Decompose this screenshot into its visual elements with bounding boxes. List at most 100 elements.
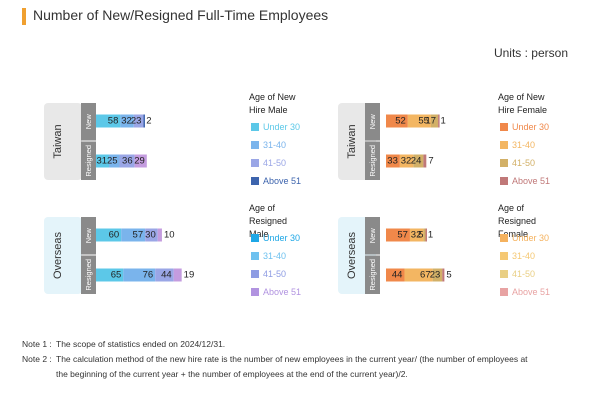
male-taiwan-new-label: New: [84, 114, 93, 130]
male-overseas-new-cell: [81, 217, 96, 255]
male-legend-0-item-3: Above 51: [263, 176, 301, 186]
female-bar-label-1-2: 24: [411, 156, 422, 167]
male-legend-0-swatch-1: [251, 141, 259, 149]
female-taiwan-label: Taiwan: [346, 124, 358, 158]
female-bar-1-1: [399, 154, 414, 168]
female-bar-3-3: [442, 268, 445, 282]
female-bar-label-2-2: 5: [418, 230, 423, 241]
female-bar-3-2: [432, 268, 443, 282]
male-bar-2-0: [96, 228, 122, 242]
male-taiwan-resigned-label: Resigned: [84, 145, 93, 177]
male-taiwan-resigned-cell: [81, 141, 96, 180]
male-legend-0-swatch-3: [251, 177, 259, 185]
title-accent-bar: [22, 8, 26, 25]
female-bar-label-1-0: 33: [387, 156, 398, 167]
units-label: Units : person: [493, 46, 568, 60]
note-1-text: The scope of statistics ended on 2024/12…: [56, 339, 226, 349]
male-bar-0-3: [143, 114, 145, 128]
female-bar-0-2: [430, 114, 439, 128]
female-legend-1-swatch-3: [500, 288, 508, 296]
male-bar-3-2: [155, 268, 174, 282]
female-legend-1-item-0: Under 30: [512, 233, 549, 243]
female-bar-2-0: [386, 228, 410, 242]
male-overseas-resigned-cell: [81, 255, 96, 294]
female-legend-0-item-3: Above 51: [512, 176, 550, 186]
female-legend-1-swatch-1: [500, 252, 508, 260]
male-taiwan-label: Taiwan: [52, 124, 64, 158]
male-legend-1-item-3: Above 51: [263, 287, 301, 297]
male-bar-2-2: [145, 228, 158, 242]
male-bar-1-3: [134, 154, 147, 168]
male-bar-label-0-2: 23: [131, 116, 142, 127]
female-bar-1-0: [386, 154, 400, 168]
female-overseas-new-cell: [365, 217, 380, 255]
female-bar-label-0-1: 55: [418, 116, 429, 127]
male-bar-3-1: [123, 268, 156, 282]
male-bar-label-3-2: 44: [161, 270, 172, 281]
page-title: Number of New/Resigned Full-Time Employe…: [33, 7, 329, 23]
female-legend-0-title-line-0: Age of New: [498, 92, 545, 102]
male-legend-0-item-1: 31-40: [263, 140, 286, 150]
female-bar-2-1: [409, 228, 424, 242]
note-1: Note 1 : The scope of statistics ended o…: [22, 337, 528, 352]
female-bar-label-1-1: 32: [401, 156, 412, 167]
female-legend-1-item-2: 41-50: [512, 269, 535, 279]
female-legend-0-item-1: 31-40: [512, 140, 535, 150]
female-overseas-new-label: New: [368, 228, 377, 244]
female-bar-label-2-1: 32: [411, 230, 422, 241]
female-legend-0-swatch-1: [500, 141, 508, 149]
male-bar-label-1-3: 29: [134, 156, 145, 167]
male-legend-0-item-2: 41-50: [263, 158, 286, 168]
male-bar-label-3-0: 65: [111, 270, 122, 281]
male-bar-label-1-2: 36: [122, 156, 133, 167]
female-taiwan-resigned-cell: [365, 141, 380, 180]
female-legend-0-swatch-0: [500, 123, 508, 131]
female-legend-1-title-line-1: Resigned: [498, 216, 536, 226]
female-legend-0-title-line-1: Hire Female: [498, 105, 547, 115]
male-bar-0-2: [133, 114, 144, 128]
female-bar-label-0-2: 17: [426, 116, 437, 127]
note-2-text: The calculation method of the new hire r…: [56, 354, 528, 364]
female-bar-label-2-3: 1: [428, 230, 433, 241]
female-bar-3-0: [386, 268, 405, 282]
female-bar-label-1-3: 7: [428, 156, 433, 167]
male-bar-label-2-1: 57: [133, 230, 144, 241]
male-legend-0-item-0: Under 30: [263, 122, 300, 132]
male-bar-3-0: [96, 268, 124, 282]
female-bar-label-0-0: 52: [395, 116, 406, 127]
female-bar-label-3-2: 23: [430, 270, 441, 281]
note-2-label: Note 2 :: [22, 354, 52, 364]
male-bar-0-0: [96, 114, 121, 128]
female-legend-1-item-1: 31-40: [512, 251, 535, 261]
female-bar-3-1: [404, 268, 433, 282]
male-legend-1-title-line-0: Age of: [249, 203, 276, 213]
male-legend-0-title-line-0: Age of New: [249, 92, 296, 102]
male-bar-label-2-3: 10: [164, 230, 175, 241]
female-bar-label-3-0: 44: [392, 270, 403, 281]
female-bar-0-0: [386, 114, 408, 128]
female-legend-1-title-line-2: Female: [498, 229, 528, 239]
male-bar-2-3: [157, 228, 162, 242]
female-taiwan-new-cell: [365, 103, 380, 141]
notes: Note 1 : The scope of statistics ended o…: [22, 337, 528, 382]
male-bar-label-0-0: 58: [108, 116, 119, 127]
male-legend-1-title-line-1: Resigned: [249, 216, 287, 226]
note-2: Note 2 : The calculation method of the n…: [22, 352, 528, 367]
female-legend-0-swatch-3: [500, 177, 508, 185]
male-legend-1-item-2: 41-50: [263, 269, 286, 279]
male-taiwan-group-box: [44, 103, 82, 180]
female-legend-1-swatch-2: [500, 270, 508, 278]
male-legend-1-item-0: Under 30: [263, 233, 300, 243]
male-legend-1-swatch-0: [251, 234, 259, 242]
male-legend-0-swatch-0: [251, 123, 259, 131]
female-legend-1-title-line-0: Age of: [498, 203, 525, 213]
male-legend-0-swatch-2: [251, 159, 259, 167]
note-1-label: Note 1 :: [22, 339, 52, 349]
male-bar-3-3: [173, 268, 182, 282]
male-bar-1-1: [109, 154, 120, 168]
male-legend-1-swatch-3: [251, 288, 259, 296]
female-bar-label-2-0: 57: [397, 230, 408, 241]
female-legend-0-swatch-2: [500, 159, 508, 167]
female-overseas-label: Overseas: [346, 231, 358, 279]
